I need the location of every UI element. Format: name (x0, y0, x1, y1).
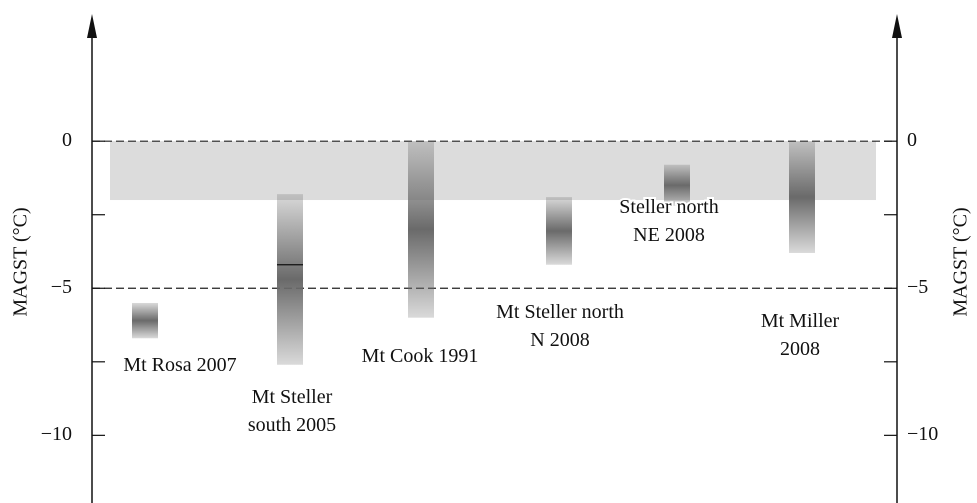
y2-axis-arrow (892, 14, 902, 38)
category-label: Mt Rosa 2007 (123, 354, 236, 376)
category-label: Mt Cook 1991 (362, 345, 479, 367)
category-label: Steller north NE 2008 (619, 196, 718, 246)
y2-tick-label: −10 (907, 423, 938, 445)
range-bar (664, 164, 690, 206)
y2-tick-label: −5 (907, 276, 928, 298)
category-label: Mt Steller south 2005 (248, 386, 336, 436)
range-bar (408, 141, 434, 318)
y-tick-label: −5 (51, 276, 72, 298)
y-tick-label: −10 (41, 423, 72, 445)
y-tick-label: 0 (62, 129, 72, 151)
reference-band (110, 141, 876, 201)
range-bar (132, 302, 158, 339)
y2-tick-label: 0 (907, 129, 917, 151)
y2-axis-title: MAGST (°C) (950, 207, 972, 316)
category-label: Mt Steller north N 2008 (496, 301, 624, 351)
category-label: Mt Miller 2008 (761, 310, 840, 360)
range-bar (277, 194, 303, 365)
y-axis-title: MAGST (°C) (10, 207, 32, 316)
range-bar (789, 141, 815, 253)
y-axis-arrow (87, 14, 97, 38)
range-bar (546, 197, 572, 265)
